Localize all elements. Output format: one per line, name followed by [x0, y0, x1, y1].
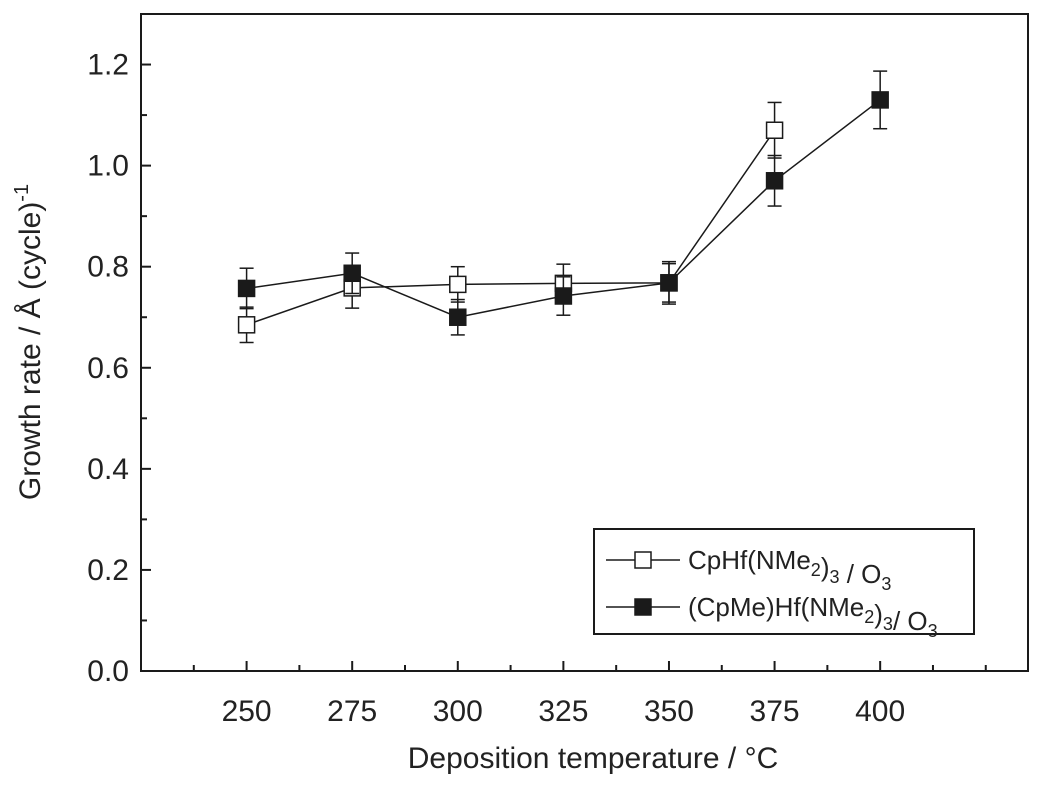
y-tick-label: 0.8 [87, 251, 129, 284]
legend-label: CpHf(NMe2)3 / O3 [688, 545, 891, 594]
y-tick-label: 0.4 [87, 453, 129, 486]
legend-item-1: CpHf(NMe2)3 / O3 [606, 545, 891, 594]
data-point [660, 274, 678, 292]
legend-marker [634, 598, 652, 616]
y-tick-label: 1.0 [87, 150, 129, 183]
legend-item-2: (CpMe)Hf(NMe2)3/ O3 [606, 592, 938, 641]
x-tick-label: 250 [222, 695, 272, 728]
data-point [237, 279, 256, 298]
data-point [765, 121, 784, 139]
x-tick-label: 275 [327, 695, 377, 728]
legend-box [593, 528, 975, 635]
data-point [554, 287, 573, 305]
data-point [449, 308, 467, 326]
x-tick-label: 300 [433, 695, 483, 728]
x-tick-label: 375 [750, 695, 800, 728]
x-tick-label: 350 [644, 695, 694, 728]
axis-ticks [141, 13, 987, 672]
x-tick-label: 400 [855, 695, 905, 728]
y-axis-label: Growth rate / Å (cycle)-1 [11, 184, 47, 500]
x-axis-label: Deposition temperature / °C [408, 742, 779, 775]
y-tick-label: 0.6 [87, 352, 129, 385]
tick-labels: 250 275 300 325 350 375 400 0.0 0.2 0.4 0.6 0.8 1.0 1… [87, 49, 905, 728]
data-point [449, 275, 467, 294]
legend: CpHf(NMe2)3 / O3(CpMe)Hf(NMe2)3/ O3 [593, 528, 975, 641]
data-point [871, 91, 889, 109]
y-tick-label: 1.2 [87, 49, 129, 82]
data-point [343, 264, 361, 283]
y-tick-label: 0.0 [87, 655, 129, 688]
y-tick-label: 0.2 [87, 554, 129, 587]
plot-frame [140, 13, 1029, 672]
legend-label: (CpMe)Hf(NMe2)3/ O3 [688, 592, 938, 641]
series-2 [237, 70, 889, 336]
y-axis-label-superscript: -1 [11, 184, 33, 202]
series-line [246, 129, 776, 326]
legend-marker [634, 551, 652, 569]
x-tick-label: 325 [538, 695, 588, 728]
data-point [237, 316, 256, 334]
y-axis-label-main: Growth rate / Å (cycle) [14, 202, 47, 500]
data-point [765, 172, 784, 190]
series-layer [237, 70, 889, 344]
